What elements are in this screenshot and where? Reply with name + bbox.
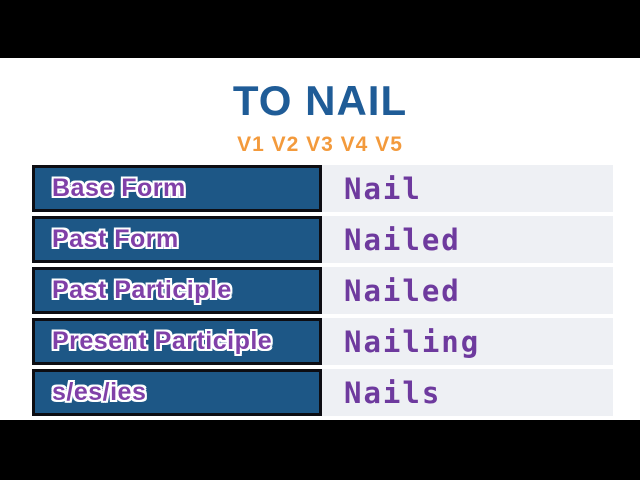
table-row: Present Participle Nailing [32,318,613,365]
form-value-cell: Nailed [322,216,613,263]
form-label-cell: Present Participle [32,318,322,365]
form-value: Nailed [344,273,461,308]
table-row: s/es/ies Nails [32,369,613,416]
table-row: Base Form Nail [32,165,613,212]
page-title: TO NAIL [232,77,408,124]
form-value: Nail [344,171,422,206]
form-label: Past Participle [52,276,232,304]
form-label: Past Form [52,225,179,253]
form-label-cell: s/es/ies [32,369,322,416]
verb-forms-subtitle: V1 V2 V3 V4 V5 [237,133,403,156]
form-label: Present Participle [52,327,273,355]
verb-forms-table: Base Form Nail Past Form Nailed Past Par… [32,165,613,420]
form-value-cell: Nailing [322,318,613,365]
form-value-cell: Nails [322,369,613,416]
form-value: Nails [344,375,442,410]
form-value-cell: Nailed [322,267,613,314]
form-label: Base Form [52,174,186,202]
form-value: Nailing [344,324,481,359]
form-label-cell: Past Form [32,216,322,263]
form-value-cell: Nail [322,165,613,212]
form-label-cell: Base Form [32,165,322,212]
top-letterbox-bar [0,0,640,58]
table-row: Past Participle Nailed [32,267,613,314]
form-label-cell: Past Participle [32,267,322,314]
form-value: Nailed [344,222,461,257]
table-row: Past Form Nailed [32,216,613,263]
bottom-letterbox-bar [0,420,640,480]
form-label: s/es/ies [52,378,147,406]
